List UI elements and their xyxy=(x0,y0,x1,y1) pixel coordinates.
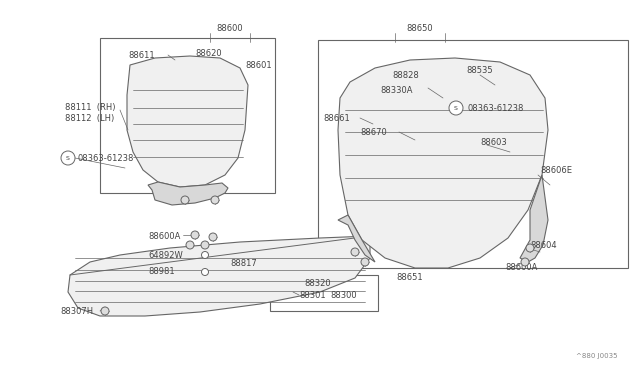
Text: 88600: 88600 xyxy=(217,23,243,32)
Polygon shape xyxy=(338,58,548,268)
Text: ^880 J0035: ^880 J0035 xyxy=(576,353,618,359)
Text: 88307H: 88307H xyxy=(60,307,93,315)
Circle shape xyxy=(361,258,369,266)
Text: 88604: 88604 xyxy=(530,241,557,250)
Text: 88670: 88670 xyxy=(360,128,387,137)
Polygon shape xyxy=(338,215,375,262)
Text: 88603: 88603 xyxy=(480,138,507,147)
Polygon shape xyxy=(148,182,228,205)
Text: 88620: 88620 xyxy=(195,48,221,58)
Text: S: S xyxy=(66,155,70,160)
Text: 08363-61238: 08363-61238 xyxy=(467,103,524,112)
Circle shape xyxy=(181,196,189,204)
Text: S: S xyxy=(454,106,458,110)
Text: 88300: 88300 xyxy=(330,291,356,299)
Circle shape xyxy=(186,241,194,249)
Text: 88535: 88535 xyxy=(466,65,493,74)
Text: 88330A: 88330A xyxy=(380,86,413,94)
Circle shape xyxy=(61,151,75,165)
Circle shape xyxy=(191,231,199,239)
Text: 88301: 88301 xyxy=(299,291,326,299)
Text: 88650: 88650 xyxy=(406,23,433,32)
Text: 88320: 88320 xyxy=(305,279,332,288)
Text: 88661: 88661 xyxy=(323,113,349,122)
Text: 88111  (RH): 88111 (RH) xyxy=(65,103,115,112)
Text: 88981: 88981 xyxy=(148,266,175,276)
Bar xyxy=(100,38,275,193)
Text: 88817: 88817 xyxy=(230,259,257,267)
Bar xyxy=(318,40,628,268)
Polygon shape xyxy=(127,56,248,187)
Circle shape xyxy=(202,269,209,276)
Circle shape xyxy=(521,258,529,266)
Text: 88606E: 88606E xyxy=(540,166,572,174)
Text: 88828: 88828 xyxy=(392,71,419,80)
Text: 88600A: 88600A xyxy=(505,263,538,273)
Circle shape xyxy=(202,251,209,259)
Text: 88601: 88601 xyxy=(245,61,271,70)
Polygon shape xyxy=(520,175,548,262)
Circle shape xyxy=(526,244,534,252)
Circle shape xyxy=(449,101,463,115)
Circle shape xyxy=(211,196,219,204)
Bar xyxy=(270,275,378,311)
Text: 88651: 88651 xyxy=(397,273,423,282)
Text: 64892W: 64892W xyxy=(148,250,183,260)
Circle shape xyxy=(101,307,109,315)
Text: 88611: 88611 xyxy=(129,51,155,60)
Text: 08363-61238: 08363-61238 xyxy=(78,154,134,163)
Circle shape xyxy=(351,248,359,256)
Polygon shape xyxy=(68,236,370,316)
Circle shape xyxy=(201,241,209,249)
Text: 88600A: 88600A xyxy=(148,231,180,241)
Circle shape xyxy=(209,233,217,241)
Text: 88112  (LH): 88112 (LH) xyxy=(65,113,115,122)
